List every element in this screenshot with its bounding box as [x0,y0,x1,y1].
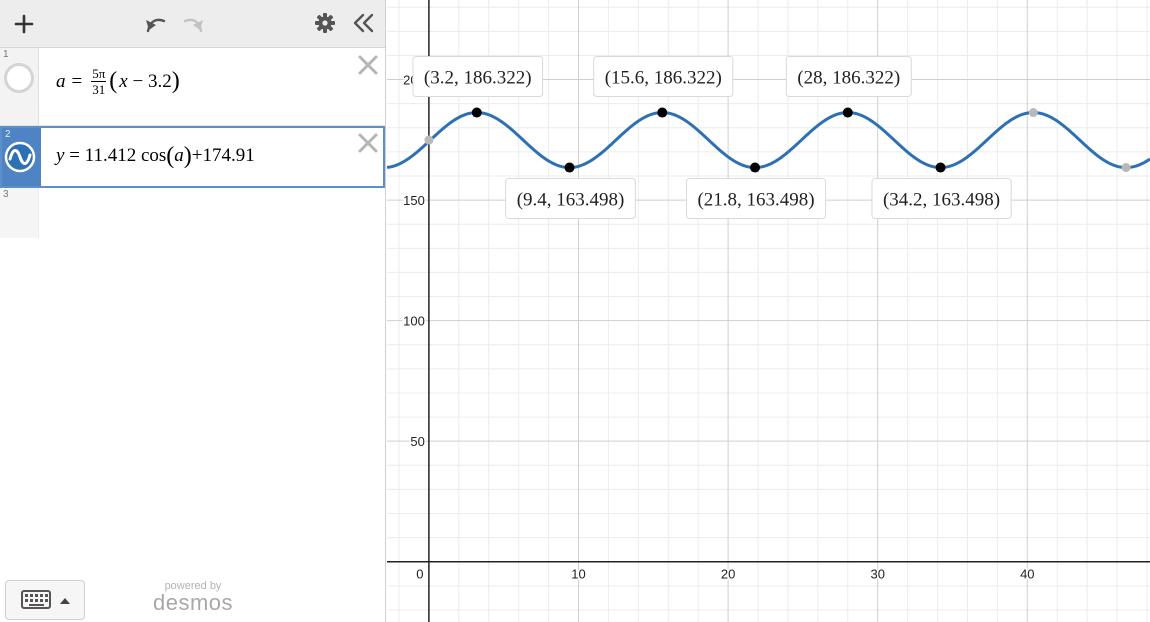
powered-by-text: powered by [164,580,222,592]
double-chevron-left-icon[interactable] [345,6,381,40]
y-tick-label: 150 [403,193,425,208]
point-label-box [505,178,636,220]
y-tick-label: 50 [410,434,424,449]
math-open-paren: ( [166,142,175,169]
math-open-paren: ( [109,68,118,94]
keyboard-icon [21,590,70,609]
x-tick-label: 20 [721,567,735,582]
math-variable: a [56,70,66,92]
expression-gutter[interactable]: 1 [0,48,39,125]
point-label-box [785,56,912,98]
point-label-box [593,56,734,98]
math-close-paren: ) [171,68,180,94]
delete-expression-button[interactable] [357,54,379,76]
labeled-point [657,107,668,118]
expression-panel: 1 a = 5π 31 ( x − 3.2 ) [0,0,386,622]
math-inner-variable: x [119,70,128,92]
labeled-point [471,107,482,118]
x-tick-label: 10 [571,567,585,582]
math-equals: = [71,70,83,92]
expression-math[interactable]: a = 5π 31 ( x − 3.2 ) [56,38,180,125]
gear-icon[interactable] [307,6,343,40]
point-label: (15.6, 186.322) [605,68,722,89]
expression-row-3[interactable]: 3 [0,188,385,238]
close-icon [358,133,378,153]
keyboard-toggle-button[interactable] [5,580,85,620]
powered-by-desmos[interactable]: powered by desmos [150,580,236,614]
delete-expression-button[interactable] [357,132,379,154]
expression-index: 3 [3,189,9,200]
point-of-interest [1121,163,1131,173]
expression-math[interactable]: y = 11.412 cos ( a ) +174.91 [56,126,255,186]
desmos-logo: desmos [152,590,234,615]
point-label: (28, 186.322) [797,68,900,89]
expression-gutter[interactable]: 2 [2,128,41,186]
x-tick-label: 40 [1020,567,1034,582]
undo-icon[interactable] [137,6,173,40]
math-lhs-variable: y [56,145,65,166]
labeled-point [935,162,946,173]
point-label: (21.8, 163.498) [697,190,814,211]
point-label: (9.4, 163.498) [517,190,625,211]
point-label-box [412,56,544,98]
math-fraction: 5π 31 [91,66,107,97]
hidden-circle-icon[interactable] [0,48,39,126]
plus-icon[interactable] [6,6,42,40]
expression-toolbar [0,0,385,48]
math-rhs-prefix: = 11.412 cos [64,145,167,166]
wave-icon[interactable] [2,128,39,186]
labeled-point [564,162,575,173]
point-of-interest [424,135,434,145]
expression-index: 2 [5,129,11,140]
point-of-interest [1028,108,1038,118]
labeled-point [750,162,761,173]
cosine-curve [387,111,1150,170]
graph-canvas[interactable]: 01020304050100150200 (3.2, 186.322)(15.6… [387,0,1150,622]
labeled-point [842,107,853,118]
point-label: (34.2, 163.498) [883,190,1000,211]
y-tick-label: 100 [403,314,425,329]
point-label-box [685,178,827,220]
x-tick-label: 0 [416,567,423,582]
point-label: (3.2, 186.322) [424,68,532,89]
graph-paper[interactable]: 01020304050100150200 (3.2, 186.322)(15.6… [387,0,1150,622]
point-label-box [871,178,1012,220]
fraction-denominator: 31 [92,82,106,97]
x-tick-label: 30 [870,567,884,582]
close-icon [358,55,378,75]
math-inner-rest: − 3.2 [127,70,172,92]
expression-index: 1 [3,49,9,60]
fraction-numerator: 5π [91,66,107,82]
math-close-paren: ) [183,142,192,169]
math-argument-variable: a [174,145,184,166]
expression-row-2[interactable]: 2 y = 11.412 cos ( a ) +174.91 [0,126,385,188]
redo-icon[interactable] [176,6,212,40]
expression-gutter[interactable]: 3 [0,188,39,238]
expression-row-1[interactable]: 1 a = 5π 31 ( x − 3.2 ) [0,48,385,126]
math-rhs-suffix: +174.91 [191,145,255,166]
